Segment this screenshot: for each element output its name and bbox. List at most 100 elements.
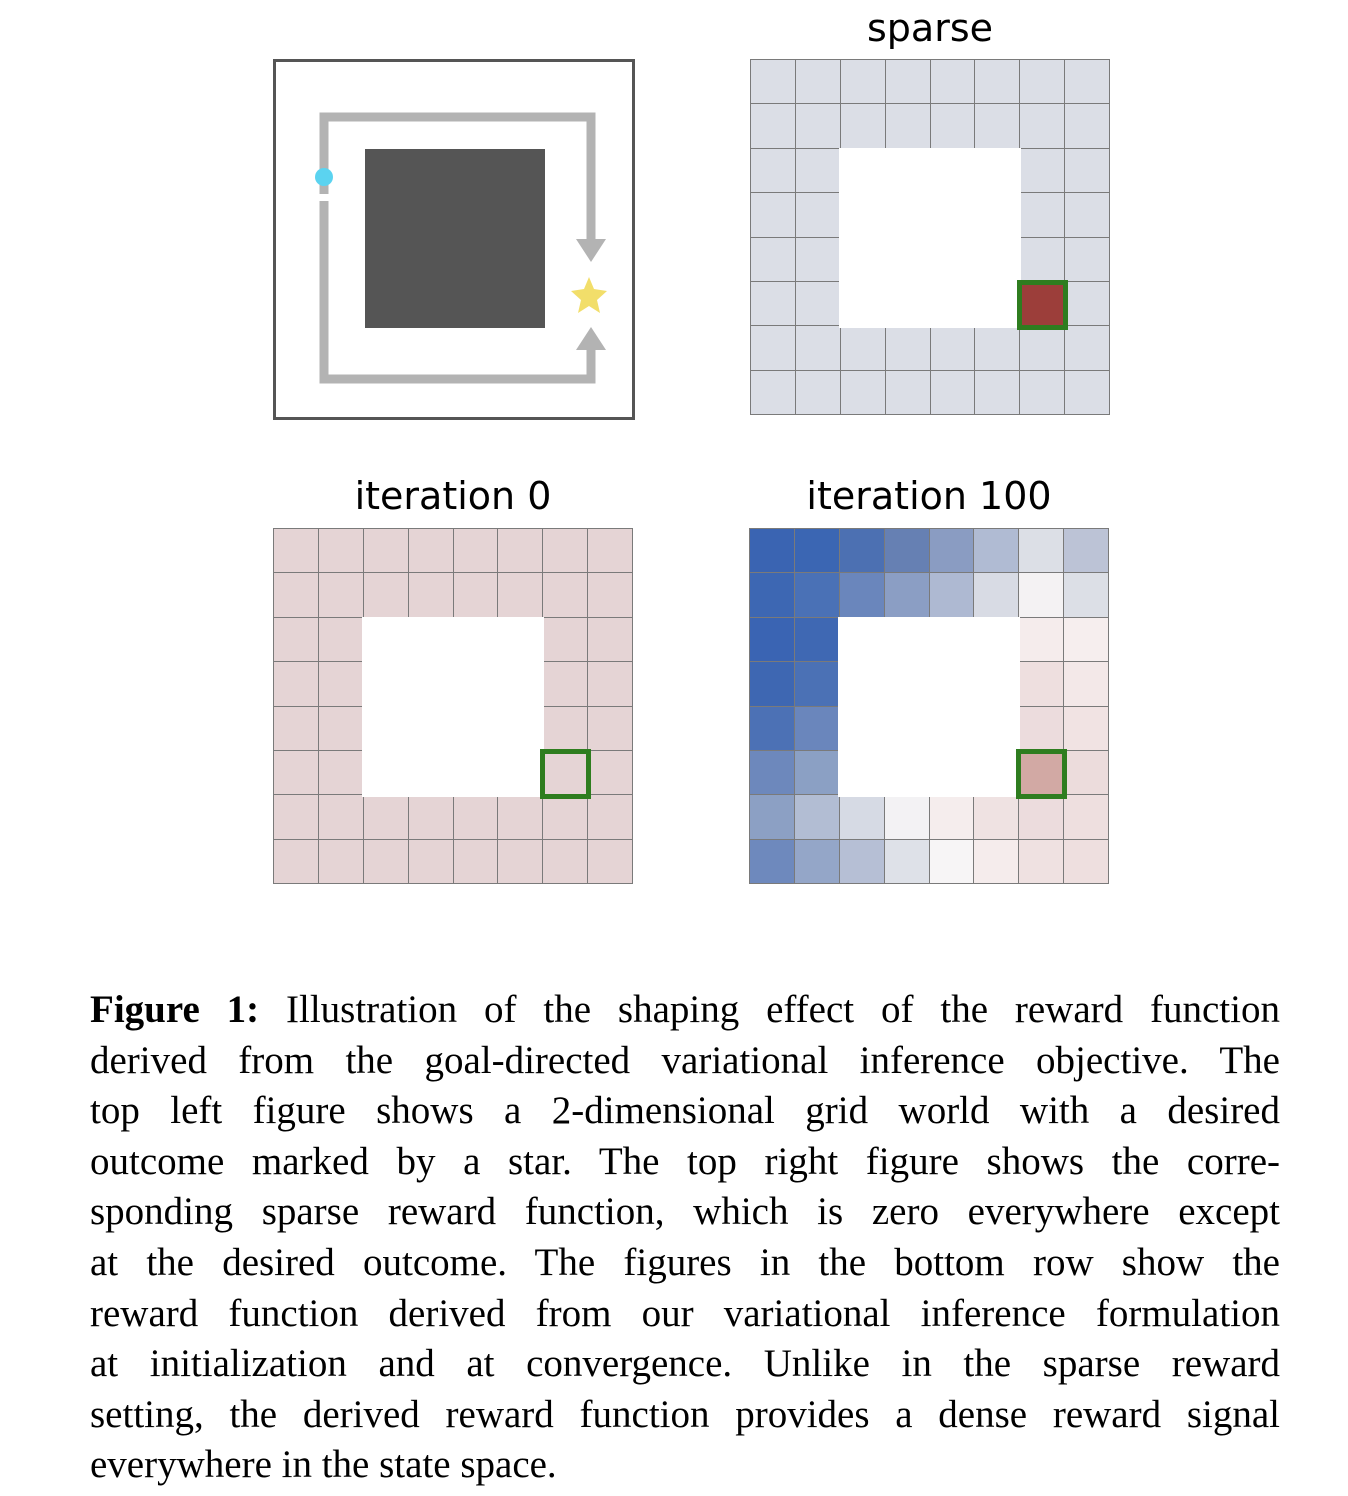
- iteration-0-grid: [273, 528, 633, 884]
- grid-cell: [588, 839, 632, 883]
- grid-cell: [974, 529, 1019, 573]
- grid-cell: [274, 617, 318, 662]
- grid-cell: [1065, 281, 1109, 326]
- grid-cell: [794, 617, 839, 662]
- grid-cell: [543, 662, 588, 706]
- grid-cell: [1020, 370, 1065, 414]
- grid-cell: [1020, 104, 1065, 148]
- grid-cell: [1020, 148, 1065, 193]
- grid-cell: [840, 326, 885, 370]
- grid-cell: [975, 326, 1020, 370]
- grid-cell: [750, 795, 794, 839]
- iteration-0-obstacle-area: [362, 617, 544, 797]
- grid-cell: [840, 104, 885, 148]
- grid-cell: [794, 839, 839, 883]
- star-icon: [571, 277, 607, 313]
- grid-cell: [588, 617, 632, 662]
- grid-cell: [318, 706, 363, 750]
- grid-cell: [318, 617, 363, 662]
- caption-line: everywhere in the state space.: [90, 1443, 557, 1487]
- grid-cell: [543, 706, 588, 750]
- arrow-head-down-icon: [576, 239, 606, 262]
- grid-cell: [408, 839, 453, 883]
- grid-cell: [274, 750, 318, 795]
- iteration-100-goal-cell: [1016, 749, 1067, 799]
- obstacle-block: [365, 149, 545, 328]
- grid-cell: [930, 326, 975, 370]
- grid-cell: [794, 662, 839, 706]
- grid-cell: [274, 839, 318, 883]
- sparse-obstacle-area: [839, 148, 1021, 328]
- grid-cell: [794, 706, 839, 750]
- grid-cell: [929, 795, 974, 839]
- agent-dot-icon: [315, 168, 333, 186]
- grid-cell: [318, 662, 363, 706]
- iteration-0-title: iteration 0: [354, 474, 552, 518]
- grid-cell: [363, 529, 408, 573]
- sparse-title: sparse: [866, 6, 993, 50]
- grid-cell: [318, 529, 363, 573]
- grid-cell: [1019, 795, 1064, 839]
- grid-cell: [1019, 617, 1064, 662]
- grid-cell: [795, 281, 840, 326]
- iteration-100-obstacle-area: [838, 617, 1020, 797]
- grid-cell: [1065, 326, 1109, 370]
- grid-cell: [884, 839, 929, 883]
- iteration-100-title: iteration 100: [806, 474, 1052, 518]
- caption-line: reward function derived from our variati…: [90, 1291, 1280, 1335]
- grid-cell: [930, 104, 975, 148]
- grid-cell: [1020, 326, 1065, 370]
- grid-cell: [588, 706, 632, 750]
- grid-cell: [840, 370, 885, 414]
- grid-cell: [885, 370, 930, 414]
- grid-cell: [795, 148, 840, 193]
- grid-cell: [929, 573, 974, 617]
- caption-line: sponding sparse reward function, which i…: [90, 1190, 1280, 1234]
- grid-cell: [974, 839, 1019, 883]
- grid-cell: [408, 795, 453, 839]
- grid-cell: [1064, 529, 1108, 573]
- grid-cell: [274, 795, 318, 839]
- grid-cell: [750, 662, 794, 706]
- grid-cell: [794, 573, 839, 617]
- grid-cell: [795, 193, 840, 237]
- caption-line: Figure 1: Illustration of the shaping ef…: [90, 988, 1280, 1031]
- grid-cell: [453, 795, 498, 839]
- grid-cell: [974, 795, 1019, 839]
- grid-cell: [930, 60, 975, 104]
- grid-cell: [318, 795, 363, 839]
- grid-cell: [795, 104, 840, 148]
- grid-cell: [794, 795, 839, 839]
- grid-cell: [750, 573, 794, 617]
- grid-cell: [498, 839, 543, 883]
- grid-cell: [543, 573, 588, 617]
- grid-cell: [751, 60, 795, 104]
- grid-cell: [498, 529, 543, 573]
- path-arrow-bottom: [319, 201, 596, 384]
- grid-cell: [750, 529, 794, 573]
- grid-cell: [839, 529, 884, 573]
- grid-cell: [839, 839, 884, 883]
- caption-line: at initialization and at convergence. Un…: [90, 1342, 1280, 1386]
- grid-cell: [1020, 193, 1065, 237]
- grid-cell: [1019, 573, 1064, 617]
- grid-cell: [274, 662, 318, 706]
- grid-cell: [750, 706, 794, 750]
- grid-cell: [274, 573, 318, 617]
- grid-cell: [453, 573, 498, 617]
- grid-cell: [1065, 148, 1109, 193]
- grid-cell: [839, 573, 884, 617]
- grid-cell: [930, 370, 975, 414]
- grid-cell: [318, 839, 363, 883]
- path-arrow-top: [319, 112, 596, 239]
- grid-cell: [884, 573, 929, 617]
- grid-cell: [1019, 662, 1064, 706]
- grid-cell: [839, 795, 884, 839]
- grid-cell: [750, 617, 794, 662]
- grid-cell: [274, 706, 318, 750]
- grid-cell: [975, 370, 1020, 414]
- grid-cell: [588, 573, 632, 617]
- grid-cell: [453, 529, 498, 573]
- grid-cell: [929, 839, 974, 883]
- grid-cell: [588, 529, 632, 573]
